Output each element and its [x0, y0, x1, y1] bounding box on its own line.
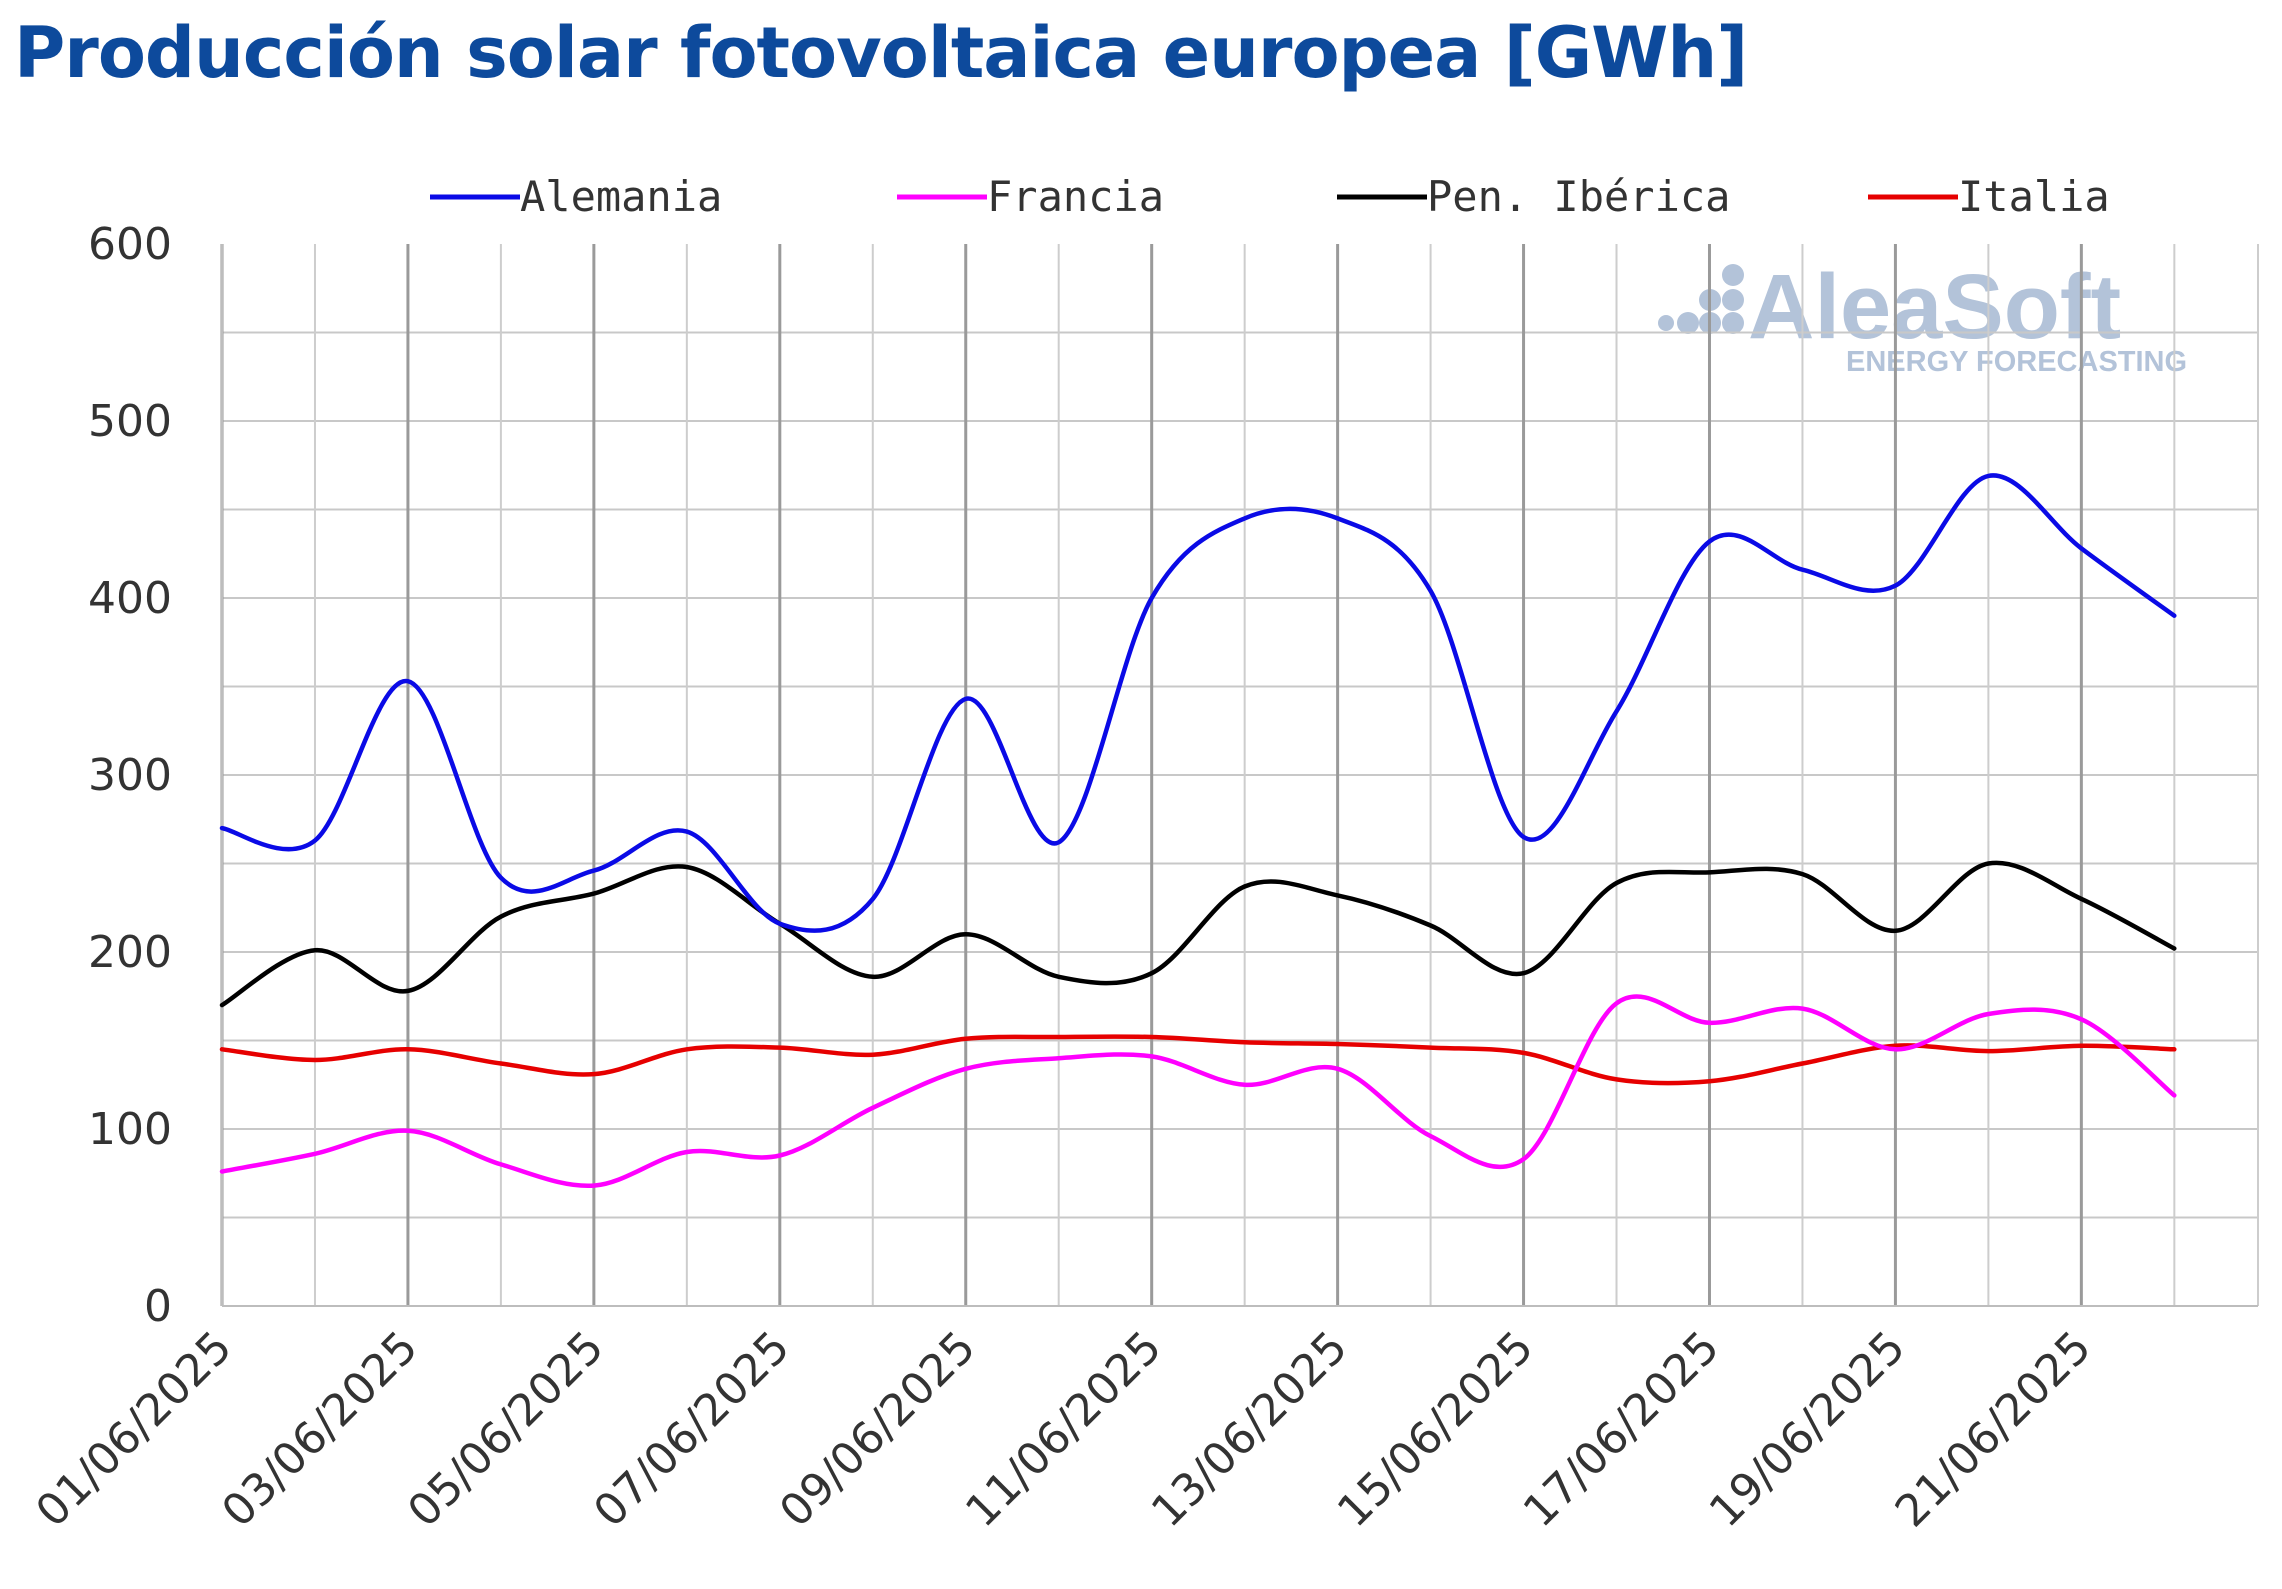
x-tick-label: 21/06/2025: [1886, 1322, 2101, 1537]
series-lines: [219, 473, 2177, 1189]
watermark-tagline: ENERGY FORECASTING: [1846, 346, 2187, 378]
y-tick-label: 300: [88, 750, 172, 801]
x-tick-label: 05/06/2025: [398, 1322, 613, 1537]
aleasoft-watermark: AleaSoft ENERGY FORECASTING: [1658, 256, 2187, 378]
x-tick-label: 01/06/2025: [26, 1322, 241, 1537]
watermark-brand: AleaSoft: [1748, 256, 2121, 358]
legend: Alemania Francia Pen. Ibérica Italia: [430, 172, 2110, 221]
axes: 010020030040050060001/06/202503/06/20250…: [26, 219, 2258, 1537]
x-tick-label: 15/06/2025: [1328, 1322, 1543, 1537]
y-tick-label: 0: [144, 1281, 172, 1332]
y-tick-label: 500: [88, 396, 172, 447]
series-line-italia: [219, 1034, 2177, 1086]
x-tick-label: 07/06/2025: [584, 1322, 799, 1537]
x-tick-label: 19/06/2025: [1700, 1322, 1915, 1537]
series-line-pen-ib-rica: [219, 860, 2177, 1008]
legend-label-pen-ib-rica: Pen. Ibérica: [1427, 172, 1730, 221]
grid: [220, 244, 2259, 1307]
y-tick-label: 100: [88, 1104, 172, 1155]
series-line-alemania: [219, 473, 2177, 933]
x-tick-label: 11/06/2025: [956, 1322, 1171, 1537]
legend-label-alemania: Alemania: [520, 172, 722, 221]
x-tick-label: 03/06/2025: [212, 1322, 427, 1537]
x-tick-label: 09/06/2025: [770, 1322, 985, 1537]
y-tick-label: 200: [88, 927, 172, 978]
y-tick-label: 600: [88, 219, 172, 270]
aleasoft-logo-dots-icon: [1658, 264, 1744, 334]
legend-label-italia: Italia: [1958, 172, 2110, 221]
x-tick-label: 17/06/2025: [1514, 1322, 1729, 1537]
chart-title: Producción solar fotovoltaica europea [G…: [14, 12, 1748, 94]
series-line-francia: [219, 994, 2177, 1189]
legend-label-francia: Francia: [987, 172, 1164, 221]
x-tick-label: 13/06/2025: [1142, 1322, 1357, 1537]
y-tick-label: 400: [88, 573, 172, 624]
